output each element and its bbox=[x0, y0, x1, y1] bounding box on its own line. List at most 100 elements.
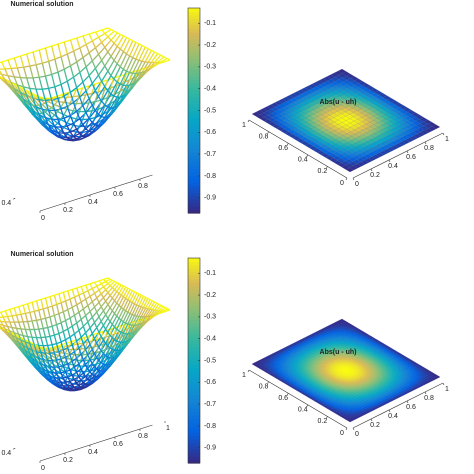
mesh-line bbox=[55, 355, 59, 359]
mesh-line bbox=[58, 366, 62, 374]
mesh-line bbox=[58, 293, 62, 303]
colorbar-step bbox=[188, 299, 200, 304]
mesh-line bbox=[120, 310, 127, 321]
mesh-line bbox=[0, 318, 2, 322]
mesh-line bbox=[122, 333, 129, 343]
flat-surface-plot bbox=[251, 68, 441, 173]
mesh-line bbox=[77, 338, 82, 345]
mesh-line bbox=[150, 53, 159, 63]
mesh-line bbox=[29, 88, 34, 99]
mesh-line bbox=[54, 86, 59, 99]
mesh-line bbox=[26, 354, 31, 360]
mesh-line bbox=[79, 47, 84, 58]
mesh-line bbox=[64, 381, 69, 387]
x-tick-label: 0.8 bbox=[424, 395, 434, 402]
mesh-line bbox=[15, 337, 20, 343]
mesh-line bbox=[22, 304, 27, 314]
mesh-line bbox=[51, 324, 57, 327]
mesh-line bbox=[4, 81, 9, 86]
mesh-line bbox=[82, 81, 87, 92]
mesh-line bbox=[0, 70, 3, 75]
x-tick-label: 1 bbox=[445, 386, 449, 393]
mesh-line bbox=[113, 99, 118, 108]
mesh-line bbox=[100, 336, 104, 341]
mesh-line bbox=[72, 102, 78, 112]
mesh-line bbox=[132, 57, 137, 60]
colorbar-tick-label: -0.5 bbox=[204, 357, 216, 364]
mesh-line bbox=[16, 93, 21, 100]
mesh-line bbox=[72, 50, 78, 63]
mesh-line bbox=[16, 84, 22, 93]
mesh-line bbox=[107, 114, 112, 118]
mesh-line bbox=[110, 75, 115, 80]
colorbar-tick-label: -0.7 bbox=[204, 401, 216, 408]
y-tick bbox=[306, 404, 309, 407]
mesh-line bbox=[45, 316, 51, 319]
mesh-line bbox=[120, 349, 124, 353]
colorbar-step bbox=[188, 168, 200, 173]
mesh-line bbox=[127, 340, 131, 345]
mesh-line bbox=[136, 294, 142, 306]
colorbar-step bbox=[188, 452, 200, 457]
mesh-line bbox=[103, 277, 109, 281]
mesh-line bbox=[49, 336, 53, 345]
mesh-line bbox=[98, 346, 102, 351]
mesh-line bbox=[92, 285, 98, 290]
mesh-line bbox=[7, 75, 15, 78]
mesh-line bbox=[42, 353, 46, 356]
mesh-line bbox=[45, 45, 52, 49]
mesh-line bbox=[91, 362, 95, 367]
mesh-line bbox=[57, 43, 62, 57]
mesh-line bbox=[115, 342, 120, 350]
mesh-line bbox=[113, 48, 121, 61]
mesh-line bbox=[135, 319, 140, 326]
mesh-line bbox=[96, 297, 100, 303]
mesh-line bbox=[88, 33, 93, 42]
colorbar-tick-label: -0.9 bbox=[204, 195, 216, 202]
mesh-line bbox=[38, 366, 42, 372]
mesh-line bbox=[107, 51, 112, 57]
mesh-line bbox=[71, 307, 76, 316]
mesh-line bbox=[18, 346, 22, 351]
mesh-line bbox=[154, 301, 158, 304]
x-tick bbox=[442, 382, 445, 386]
mesh-line bbox=[0, 311, 2, 314]
mesh-line bbox=[154, 313, 157, 316]
colorbar-step bbox=[188, 137, 200, 142]
mesh-line bbox=[38, 120, 43, 126]
mesh-line bbox=[129, 58, 137, 73]
mesh-line bbox=[32, 51, 37, 65]
mesh-line bbox=[147, 51, 156, 63]
mesh-line bbox=[66, 122, 74, 127]
y-tick-label: 1 bbox=[242, 122, 246, 129]
mesh-line bbox=[69, 387, 73, 391]
mesh-line bbox=[60, 136, 65, 140]
mesh-line bbox=[67, 382, 71, 386]
mesh-line bbox=[41, 63, 47, 77]
mesh-line bbox=[62, 292, 67, 302]
colorbar-tick-label: -0.4 bbox=[204, 336, 216, 343]
mesh-line bbox=[11, 338, 15, 343]
mesh-line bbox=[63, 69, 68, 82]
mesh-line bbox=[84, 364, 89, 369]
colorbar: -0.1-0.2-0.3-0.4-0.5-0.6-0.7-0.8-0.9 bbox=[187, 257, 216, 464]
mesh-line bbox=[93, 338, 98, 344]
mesh-line bbox=[33, 365, 37, 370]
mesh-line bbox=[127, 314, 133, 325]
x-tick-label: 0.4 bbox=[388, 413, 398, 420]
colorbar: -0.1-0.2-0.3-0.4-0.5-0.6-0.7-0.8-0.9 bbox=[187, 7, 216, 214]
mesh-line bbox=[65, 317, 71, 322]
mesh-line bbox=[81, 284, 86, 288]
mesh-line bbox=[87, 338, 91, 345]
mesh-line bbox=[26, 51, 34, 55]
mesh-line bbox=[149, 316, 153, 320]
mesh-line bbox=[27, 335, 33, 338]
mesh-line bbox=[76, 128, 81, 134]
mesh-line bbox=[42, 345, 47, 354]
y-tick bbox=[247, 119, 250, 123]
mesh-line bbox=[140, 324, 144, 328]
mesh-line bbox=[104, 342, 109, 350]
mesh-line bbox=[122, 84, 131, 97]
mesh-line bbox=[70, 87, 78, 93]
